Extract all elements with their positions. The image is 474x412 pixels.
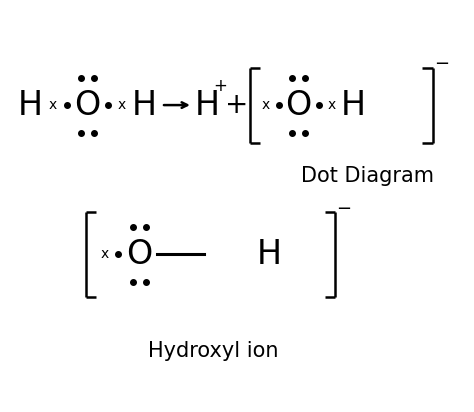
Text: H: H — [195, 89, 220, 122]
Text: H: H — [341, 89, 366, 122]
Text: H: H — [131, 89, 156, 122]
Text: O: O — [285, 89, 311, 122]
Text: x: x — [262, 98, 270, 112]
Text: x: x — [118, 98, 126, 112]
Text: −: − — [434, 55, 449, 73]
Text: H: H — [17, 89, 42, 122]
Text: x: x — [49, 98, 57, 112]
Text: −: − — [337, 200, 352, 218]
Text: Dot Diagram: Dot Diagram — [301, 166, 434, 186]
Text: x: x — [328, 98, 336, 112]
Text: x: x — [100, 248, 109, 262]
Text: +: + — [213, 77, 227, 95]
Text: Hydroxyl ion: Hydroxyl ion — [148, 341, 279, 361]
Text: O: O — [74, 89, 100, 122]
Text: H: H — [257, 238, 282, 271]
Text: O: O — [126, 238, 152, 271]
Text: +: + — [225, 91, 248, 119]
